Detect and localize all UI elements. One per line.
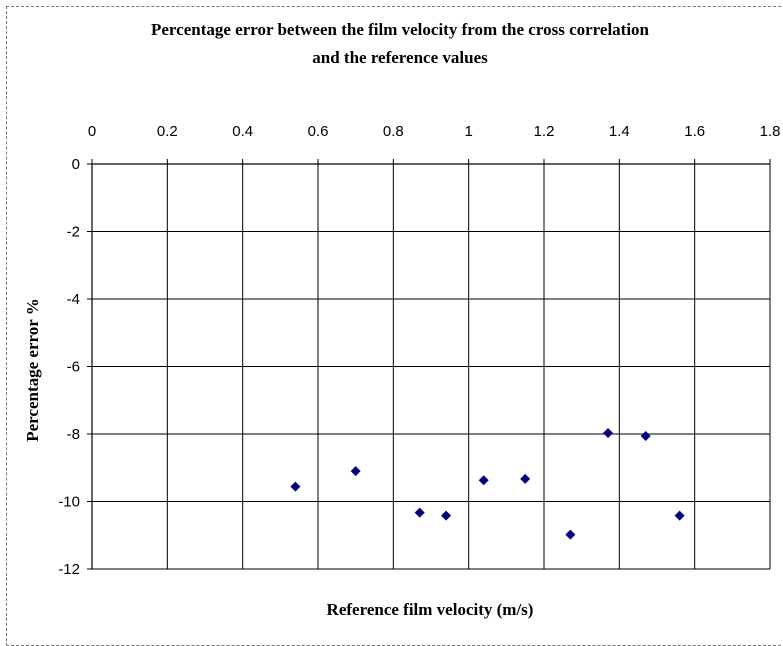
x-tick-label: 0 [88,123,96,140]
tick-labels: 0 0.2 0.4 0.6 0.8 1 1.2 1.4 1.6 1.8 0 -2 -4 -6 -8 -10 -1… [58,123,780,578]
data-point [478,475,489,486]
y-axis-title: Percentage error % [23,298,42,442]
data-point [350,466,361,477]
x-tick-label: 1 [464,123,472,140]
data-point [441,510,452,521]
data-point [603,427,614,438]
data-point [290,481,301,492]
y-tick-label: -10 [58,494,80,511]
x-tick-label: 1.8 [760,123,781,140]
x-tick-label: 0.8 [383,123,404,140]
chart-title-line-1: Percentage error between the film veloci… [151,20,650,39]
x-tick-label: 0.6 [308,123,329,140]
x-tick-label: 0.4 [232,123,253,140]
y-tick-label: -8 [67,426,80,443]
data-points [290,427,685,540]
data-point [414,507,425,518]
x-tick-label: 1.6 [684,123,705,140]
grid [87,159,771,570]
x-tick-label: 0.2 [157,123,178,140]
chart-title-line-2: and the reference values [312,48,488,67]
data-point [520,473,531,484]
data-point [640,431,651,442]
x-tick-label: 1.2 [534,123,555,140]
y-tick-label: -12 [58,561,80,578]
scatter-chart: Percentage error between the film veloci… [23,20,780,619]
x-tick-label: 1.4 [609,123,630,140]
y-tick-label: -6 [67,359,80,376]
x-axis-title: Reference film velocity (m/s) [327,600,534,619]
y-tick-label: -2 [67,224,80,241]
y-tick-label: -4 [67,291,80,308]
y-tick-label: 0 [72,156,80,173]
data-point [674,510,685,521]
data-point [565,529,576,540]
